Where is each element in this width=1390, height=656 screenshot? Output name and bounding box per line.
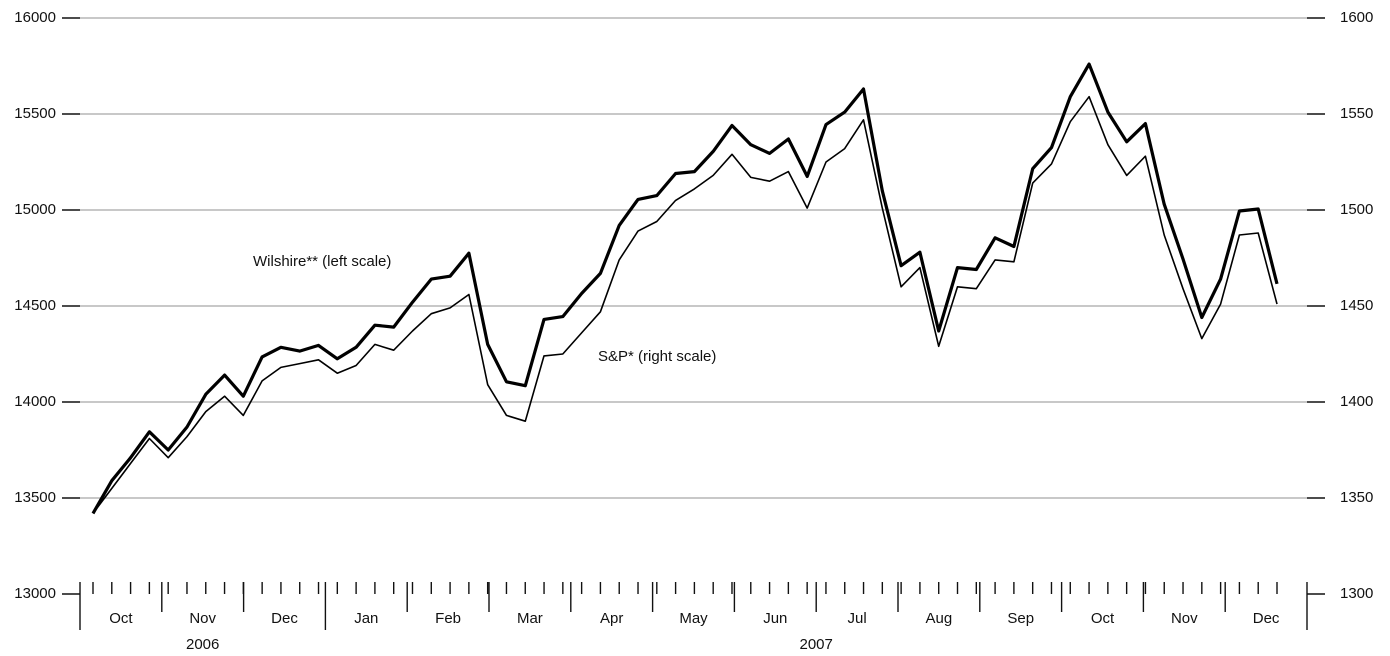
x-tick-label: Jul: [848, 610, 867, 627]
y-tick-label: 16000: [14, 9, 56, 26]
y-tick-label: 13500: [14, 489, 56, 506]
y-tick-label: 15500: [14, 105, 56, 122]
x-year-label: 2007: [800, 636, 833, 653]
x-tick-label: Jan: [354, 610, 378, 627]
y2-tick-label: 1350: [1340, 489, 1373, 506]
y2-tick-label: 1300: [1340, 585, 1373, 602]
x-tick-label: May: [679, 610, 708, 627]
y-tick-label: 13000: [14, 585, 56, 602]
x-tick-label: Feb: [435, 610, 461, 627]
y-tick-label: 14500: [14, 297, 56, 314]
y2-tick-label: 1600: [1340, 9, 1373, 26]
y2-tick-label: 1400: [1340, 393, 1373, 410]
x-tick-label: Sep: [1007, 610, 1034, 627]
x-tick-label: Oct: [109, 610, 133, 627]
y-tick-label: 14000: [14, 393, 56, 410]
y-tick-label: 15000: [14, 201, 56, 218]
x-tick-label: Nov: [1171, 610, 1198, 627]
x-tick-label: Oct: [1091, 610, 1115, 627]
x-tick-label: Aug: [926, 610, 953, 627]
x-tick-label: Dec: [1253, 610, 1280, 627]
series-label: S&P* (right scale): [598, 348, 716, 365]
x-tick-label: Apr: [600, 610, 623, 627]
series-line: [91, 62, 1279, 515]
y2-tick-label: 1500: [1340, 201, 1373, 218]
x-year-label: 2006: [186, 636, 219, 653]
series-line: [92, 95, 1278, 514]
x-tick-label: Mar: [517, 610, 543, 627]
x-tick-label: Dec: [271, 610, 298, 627]
y2-tick-label: 1450: [1340, 297, 1373, 314]
series-label: Wilshire** (left scale): [253, 253, 391, 270]
x-tick-label: Nov: [189, 610, 216, 627]
x-tick-label: Jun: [763, 610, 787, 627]
y2-tick-label: 1550: [1340, 105, 1373, 122]
